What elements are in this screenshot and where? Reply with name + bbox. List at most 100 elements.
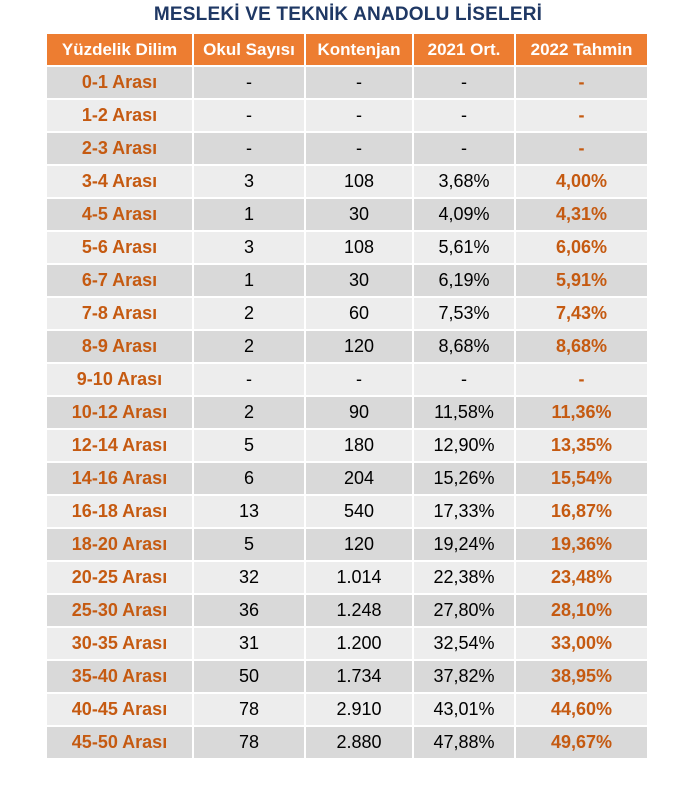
- cell-2022-estimate: 4,00%: [515, 164, 647, 198]
- cell-school-count: 2: [193, 296, 306, 330]
- cell-school-count: 50: [193, 659, 306, 693]
- header-quota: Kontenjan: [305, 34, 414, 66]
- table-row: 10-12 Arası 2 90 11,58% 11,36%: [47, 395, 647, 429]
- cell-quota: 2.880: [305, 725, 414, 758]
- cell-percentile: 10-12 Arası: [47, 395, 194, 429]
- cell-2022-estimate: 4,31%: [515, 197, 647, 231]
- table-row: 6-7 Arası 1 30 6,19% 5,91%: [47, 263, 647, 297]
- table-row: 25-30 Arası 36 1.248 27,80% 28,10%: [47, 593, 647, 627]
- cell-percentile: 45-50 Arası: [47, 725, 194, 758]
- cell-school-count: -: [193, 131, 306, 165]
- cell-2021-average: 19,24%: [413, 527, 516, 561]
- cell-percentile: 4-5 Arası: [47, 197, 194, 231]
- cell-quota: 108: [305, 164, 414, 198]
- cell-quota: 1.248: [305, 593, 414, 627]
- cell-quota: 540: [305, 494, 414, 528]
- cell-school-count: 1: [193, 197, 306, 231]
- cell-school-count: 6: [193, 461, 306, 495]
- cell-2021-average: -: [413, 362, 516, 396]
- cell-2022-estimate: 8,68%: [515, 329, 647, 363]
- cell-school-count: 31: [193, 626, 306, 660]
- cell-quota: 30: [305, 263, 414, 297]
- cell-school-count: 78: [193, 692, 306, 726]
- cell-percentile: 1-2 Arası: [47, 98, 194, 132]
- cell-school-count: 2: [193, 329, 306, 363]
- cell-2022-estimate: 7,43%: [515, 296, 647, 330]
- table-header-row: Yüzdelik Dilim Okul Sayısı Kontenjan 202…: [47, 34, 647, 66]
- cell-quota: 30: [305, 197, 414, 231]
- cell-2022-estimate: -: [515, 65, 647, 99]
- cell-2022-estimate: 15,54%: [515, 461, 647, 495]
- cell-percentile: 5-6 Arası: [47, 230, 194, 264]
- cell-quota: 1.734: [305, 659, 414, 693]
- cell-school-count: 32: [193, 560, 306, 594]
- cell-2022-estimate: 11,36%: [515, 395, 647, 429]
- cell-quota: 120: [305, 527, 414, 561]
- cell-percentile: 14-16 Arası: [47, 461, 194, 495]
- table-row: 2-3 Arası - - - -: [47, 131, 647, 165]
- cell-2021-average: 22,38%: [413, 560, 516, 594]
- cell-2022-estimate: 49,67%: [515, 725, 647, 758]
- cell-2022-estimate: -: [515, 98, 647, 132]
- table-row: 20-25 Arası 32 1.014 22,38% 23,48%: [47, 560, 647, 594]
- cell-school-count: 3: [193, 230, 306, 264]
- cell-quota: 108: [305, 230, 414, 264]
- cell-2021-average: 11,58%: [413, 395, 516, 429]
- table-body: 0-1 Arası - - - -1-2 Arası - - - -2-3 Arası - - - -3…: [47, 65, 647, 758]
- cell-percentile: 18-20 Arası: [47, 527, 194, 561]
- cell-school-count: 36: [193, 593, 306, 627]
- cell-2021-average: 15,26%: [413, 461, 516, 495]
- table-row: 12-14 Arası 5 180 12,90% 13,35%: [47, 428, 647, 462]
- cell-2021-average: -: [413, 98, 516, 132]
- cell-quota: -: [305, 131, 414, 165]
- table-row: 3-4 Arası 3 108 3,68% 4,00%: [47, 164, 647, 198]
- cell-2022-estimate: 16,87%: [515, 494, 647, 528]
- cell-2021-average: 47,88%: [413, 725, 516, 758]
- cell-quota: 1.014: [305, 560, 414, 594]
- cell-2021-average: 32,54%: [413, 626, 516, 660]
- cell-percentile: 25-30 Arası: [47, 593, 194, 627]
- cell-percentile: 30-35 Arası: [47, 626, 194, 660]
- cell-2021-average: 8,68%: [413, 329, 516, 363]
- table-row: 14-16 Arası 6 204 15,26% 15,54%: [47, 461, 647, 495]
- header-percentile: Yüzdelik Dilim: [47, 34, 194, 66]
- cell-school-count: -: [193, 98, 306, 132]
- cell-2022-estimate: 38,95%: [515, 659, 647, 693]
- table-row: 40-45 Arası 78 2.910 43,01% 44,60%: [47, 692, 647, 726]
- table-row: 45-50 Arası 78 2.880 47,88% 49,67%: [47, 725, 647, 758]
- score-table: Yüzdelik Dilim Okul Sayısı Kontenjan 202…: [47, 34, 647, 758]
- cell-school-count: 13: [193, 494, 306, 528]
- cell-quota: -: [305, 65, 414, 99]
- cell-quota: 1.200: [305, 626, 414, 660]
- cell-percentile: 3-4 Arası: [47, 164, 194, 198]
- cell-2021-average: 17,33%: [413, 494, 516, 528]
- cell-school-count: 3: [193, 164, 306, 198]
- table-row: 5-6 Arası 3 108 5,61% 6,06%: [47, 230, 647, 264]
- cell-school-count: 5: [193, 527, 306, 561]
- cell-2021-average: 37,82%: [413, 659, 516, 693]
- cell-2022-estimate: 28,10%: [515, 593, 647, 627]
- table-row: 30-35 Arası 31 1.200 32,54% 33,00%: [47, 626, 647, 660]
- cell-school-count: 1: [193, 263, 306, 297]
- cell-2022-estimate: -: [515, 131, 647, 165]
- cell-2021-average: 5,61%: [413, 230, 516, 264]
- cell-2021-average: 27,80%: [413, 593, 516, 627]
- cell-percentile: 12-14 Arası: [47, 428, 194, 462]
- cell-percentile: 6-7 Arası: [47, 263, 194, 297]
- cell-2022-estimate: 5,91%: [515, 263, 647, 297]
- cell-2021-average: 4,09%: [413, 197, 516, 231]
- cell-quota: 180: [305, 428, 414, 462]
- cell-2022-estimate: -: [515, 362, 647, 396]
- cell-percentile: 9-10 Arası: [47, 362, 194, 396]
- table-row: 0-1 Arası - - - -: [47, 65, 647, 99]
- header-2022-estimate: 2022 Tahmin: [515, 34, 647, 66]
- cell-quota: -: [305, 362, 414, 396]
- cell-school-count: 5: [193, 428, 306, 462]
- cell-quota: 2.910: [305, 692, 414, 726]
- cell-2021-average: 6,19%: [413, 263, 516, 297]
- cell-quota: 90: [305, 395, 414, 429]
- cell-school-count: 78: [193, 725, 306, 758]
- page-title: MESLEKİ VE TEKNİK ANADOLU LİSELERİ: [153, 4, 543, 25]
- table-row: 18-20 Arası 5 120 19,24% 19,36%: [47, 527, 647, 561]
- cell-2021-average: -: [413, 131, 516, 165]
